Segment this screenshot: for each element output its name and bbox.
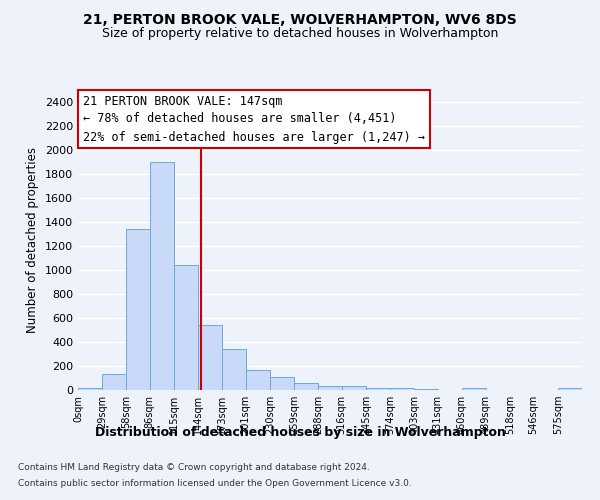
Bar: [223, 349, 246, 390]
Bar: [150, 162, 174, 390]
Bar: [127, 229, 150, 390]
Bar: [558, 388, 582, 390]
Text: 21, PERTON BROOK VALE, WOLVERHAMPTON, WV6 8DS: 21, PERTON BROOK VALE, WOLVERHAMPTON, WV…: [83, 12, 517, 26]
Bar: [270, 378, 294, 390]
Y-axis label: Number of detached properties: Number of detached properties: [26, 147, 40, 333]
Text: Contains HM Land Registry data © Crown copyright and database right 2024.: Contains HM Land Registry data © Crown c…: [18, 464, 370, 472]
Bar: [390, 388, 414, 390]
Bar: [462, 388, 486, 390]
Bar: [102, 374, 127, 390]
Text: Contains public sector information licensed under the Open Government Licence v3: Contains public sector information licen…: [18, 478, 412, 488]
Text: 21 PERTON BROOK VALE: 147sqm
← 78% of detached houses are smaller (4,451)
22% of: 21 PERTON BROOK VALE: 147sqm ← 78% of de…: [83, 94, 425, 144]
Bar: [366, 388, 390, 390]
Bar: [78, 388, 102, 390]
Bar: [246, 370, 270, 390]
Bar: [174, 265, 198, 390]
Text: Distribution of detached houses by size in Wolverhampton: Distribution of detached houses by size …: [95, 426, 505, 439]
Bar: [414, 389, 437, 390]
Bar: [198, 325, 223, 390]
Bar: [294, 384, 319, 390]
Text: Size of property relative to detached houses in Wolverhampton: Size of property relative to detached ho…: [102, 28, 498, 40]
Bar: [319, 386, 341, 390]
Bar: [341, 386, 366, 390]
